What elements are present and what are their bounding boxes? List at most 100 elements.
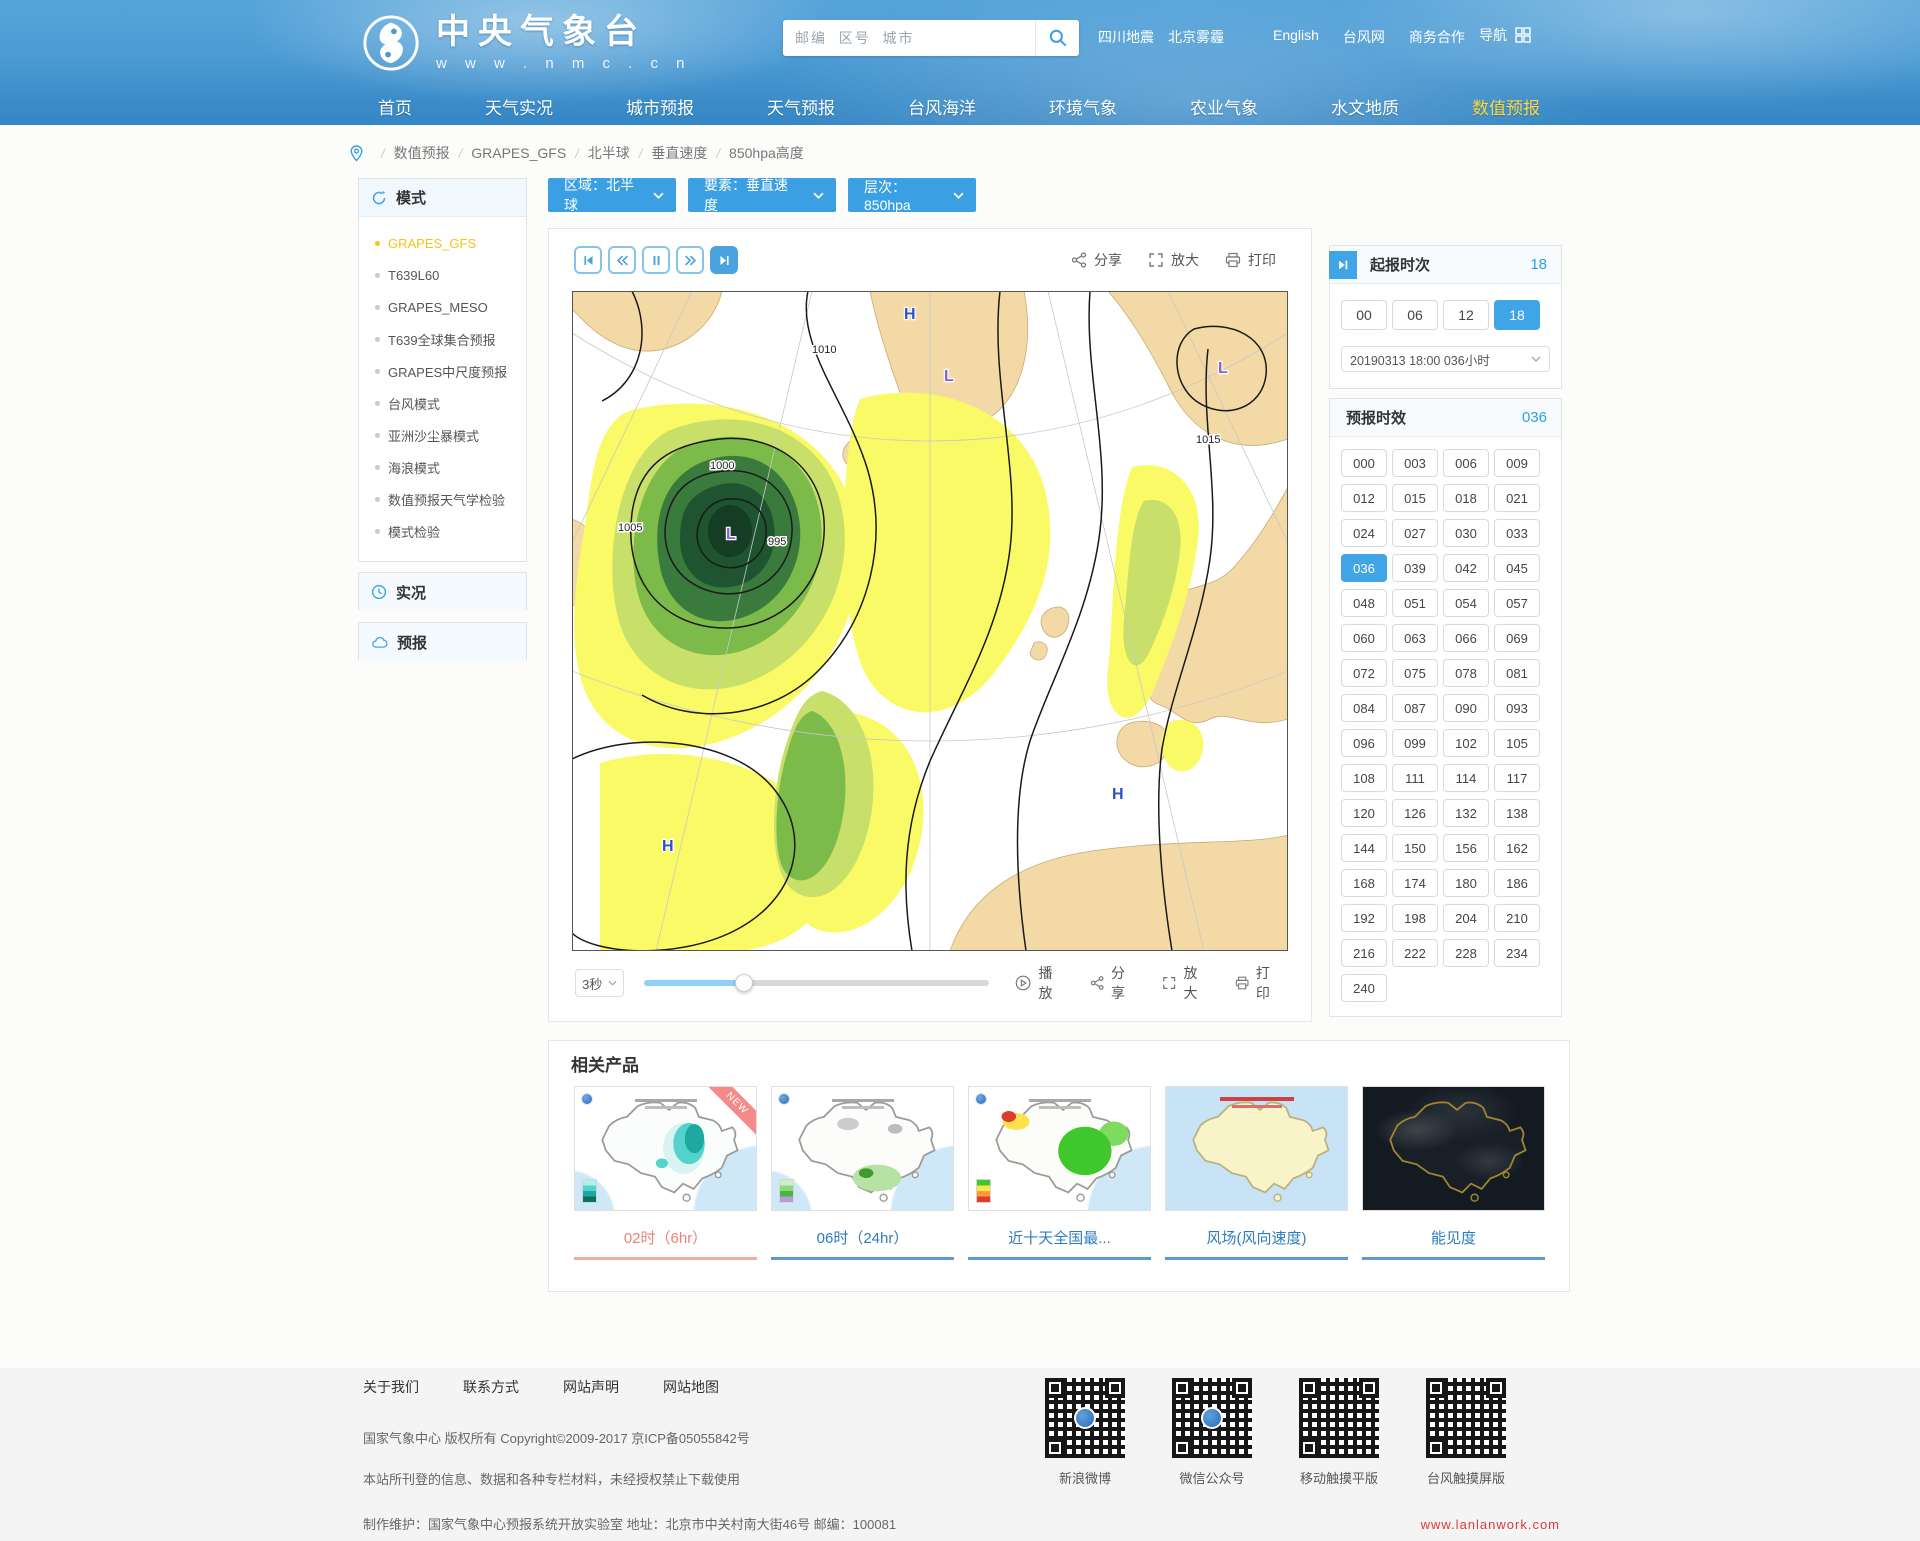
forecast-hour-option[interactable]: 057	[1494, 589, 1540, 617]
forecast-hour-option[interactable]: 240	[1341, 974, 1387, 1002]
forecast-hour-option[interactable]: 084	[1341, 694, 1387, 722]
sidebar-model-item[interactable]: GRAPES_MESO	[359, 291, 526, 323]
sidebar-live-section[interactable]: 实况	[358, 572, 527, 611]
slider-knob[interactable]	[735, 974, 754, 992]
forecast-hour-option[interactable]: 162	[1494, 834, 1540, 862]
run-select[interactable]: 20190313 18:00 036小时	[1341, 346, 1550, 372]
element-dropdown[interactable]: 要素：垂直速度	[688, 177, 836, 213]
interval-select[interactable]: 3秒	[575, 969, 625, 997]
breadcrumb-item[interactable]: 数值预报	[393, 145, 450, 161]
region-dropdown[interactable]: 区域：北半球	[548, 177, 676, 213]
play-step-icon[interactable]	[1329, 251, 1357, 279]
previous-frame-button[interactable]	[608, 246, 636, 274]
credit-link[interactable]: www.lanlanwork.com	[1420, 1517, 1560, 1532]
first-frame-button[interactable]	[574, 246, 602, 274]
related-product-card[interactable]: 近十天全国最...	[968, 1086, 1151, 1260]
forecast-hour-option[interactable]: 009	[1494, 449, 1540, 477]
forecast-hour-option[interactable]: 024	[1341, 519, 1387, 547]
forecast-hour-option[interactable]: 234	[1494, 939, 1540, 967]
footer-link[interactable]: 网站地图	[663, 1379, 719, 1395]
search-input[interactable]	[783, 20, 1035, 56]
forecast-hour-option[interactable]: 030	[1443, 519, 1489, 547]
forecast-hour-option[interactable]: 198	[1392, 904, 1438, 932]
forecast-hour-option[interactable]: 150	[1392, 834, 1438, 862]
forecast-hour-option[interactable]: 174	[1392, 869, 1438, 897]
forecast-hour-option[interactable]: 021	[1494, 484, 1540, 512]
nav-item[interactable]: 台风海洋	[908, 99, 976, 118]
forecast-hour-option[interactable]: 063	[1392, 624, 1438, 652]
init-time-option[interactable]: 12	[1443, 300, 1489, 330]
pause-button[interactable]	[642, 246, 670, 274]
utility-link[interactable]: English	[1273, 27, 1319, 43]
related-product-card[interactable]: NEW 02时（6hr）	[574, 1086, 757, 1260]
nav-item[interactable]: 环境气象	[1049, 99, 1117, 118]
forecast-hour-option[interactable]: 012	[1341, 484, 1387, 512]
forecast-hour-option[interactable]: 186	[1494, 869, 1540, 897]
forecast-hour-option[interactable]: 180	[1443, 869, 1489, 897]
forecast-hour-option[interactable]: 114	[1443, 764, 1489, 792]
forecast-hour-option[interactable]: 105	[1494, 729, 1540, 757]
sidebar-model-item[interactable]: GRAPES中尺度预报	[359, 355, 526, 387]
breadcrumb-item[interactable]: 垂直速度	[651, 145, 708, 161]
forecast-hour-option[interactable]: 054	[1443, 589, 1489, 617]
forecast-hour-option[interactable]: 006	[1443, 449, 1489, 477]
site-logo[interactable]: 中央气象台 w w w . n m c . c n	[362, 14, 692, 72]
forecast-hour-option[interactable]: 042	[1443, 554, 1489, 582]
level-dropdown[interactable]: 层次：850hpa	[848, 178, 976, 213]
sidebar-model-item[interactable]: 亚洲沙尘暴模式	[359, 419, 526, 451]
forecast-hour-option[interactable]: 066	[1443, 624, 1489, 652]
init-time-option[interactable]: 18	[1494, 300, 1540, 330]
hot-link[interactable]: 四川地震	[1098, 29, 1154, 45]
share-button[interactable]: 分享	[1071, 250, 1122, 270]
footer-link[interactable]: 联系方式	[463, 1379, 519, 1395]
sidebar-model-item[interactable]: 数值预报天气学检验	[359, 483, 526, 515]
zoom-button[interactable]: 放大	[1148, 250, 1199, 270]
forecast-hour-option[interactable]: 072	[1341, 659, 1387, 687]
sidebar-model-item[interactable]: 模式检验	[359, 515, 526, 547]
print-button[interactable]: 打印	[1225, 250, 1276, 270]
forecast-hour-option[interactable]: 075	[1392, 659, 1438, 687]
forecast-hour-option[interactable]: 018	[1443, 484, 1489, 512]
nav-item[interactable]: 城市预报	[626, 99, 694, 118]
weather-map[interactable]: 1010 1005 1000 995 1015 H H H L L L	[572, 291, 1288, 951]
sidebar-forecast-section[interactable]: 预报	[358, 622, 527, 661]
forecast-hour-option[interactable]: 069	[1494, 624, 1540, 652]
init-time-option[interactable]: 06	[1392, 300, 1438, 330]
init-time-option[interactable]: 00	[1341, 300, 1387, 330]
sidebar-model-item[interactable]: T639L60	[359, 259, 526, 291]
forecast-hour-option[interactable]: 096	[1341, 729, 1387, 757]
timeline-slider[interactable]	[644, 974, 990, 992]
breadcrumb-item[interactable]: GRAPES_GFS	[471, 145, 567, 161]
forecast-hour-option[interactable]: 090	[1443, 694, 1489, 722]
forecast-hour-option[interactable]: 102	[1443, 729, 1489, 757]
forecast-hour-option[interactable]: 033	[1494, 519, 1540, 547]
forecast-hour-option[interactable]: 216	[1341, 939, 1387, 967]
forecast-hour-option[interactable]: 060	[1341, 624, 1387, 652]
footer-link[interactable]: 关于我们	[363, 1379, 419, 1395]
forecast-hour-option[interactable]: 015	[1392, 484, 1438, 512]
print-button[interactable]: 打印	[1235, 963, 1281, 1003]
next-frame-button[interactable]	[676, 246, 704, 274]
related-product-card[interactable]: 能见度	[1362, 1086, 1545, 1260]
nav-item[interactable]: 水文地质	[1331, 99, 1399, 118]
forecast-hour-option[interactable]: 126	[1392, 799, 1438, 827]
forecast-hour-option[interactable]: 036	[1341, 554, 1387, 582]
forecast-hour-option[interactable]: 228	[1443, 939, 1489, 967]
forecast-hour-option[interactable]: 132	[1443, 799, 1489, 827]
nav-item[interactable]: 数值预报	[1472, 99, 1540, 118]
sidebar-model-item[interactable]: GRAPES_GFS	[359, 227, 526, 259]
forecast-hour-option[interactable]: 117	[1494, 764, 1540, 792]
sidebar-model-item[interactable]: 台风模式	[359, 387, 526, 419]
related-product-card[interactable]: 风场(风向速度)	[1165, 1086, 1348, 1260]
forecast-hour-option[interactable]: 192	[1341, 904, 1387, 932]
forecast-hour-option[interactable]: 087	[1392, 694, 1438, 722]
search-button[interactable]	[1035, 20, 1079, 56]
forecast-hour-option[interactable]: 144	[1341, 834, 1387, 862]
footer-link[interactable]: 网站声明	[563, 1379, 619, 1395]
zoom-button[interactable]: 放大	[1162, 963, 1208, 1003]
forecast-hour-option[interactable]: 108	[1341, 764, 1387, 792]
nav-item[interactable]: 农业气象	[1190, 99, 1258, 118]
last-frame-button[interactable]	[710, 246, 738, 274]
breadcrumb-item[interactable]: 850hpa高度	[729, 145, 804, 161]
forecast-hour-option[interactable]: 120	[1341, 799, 1387, 827]
